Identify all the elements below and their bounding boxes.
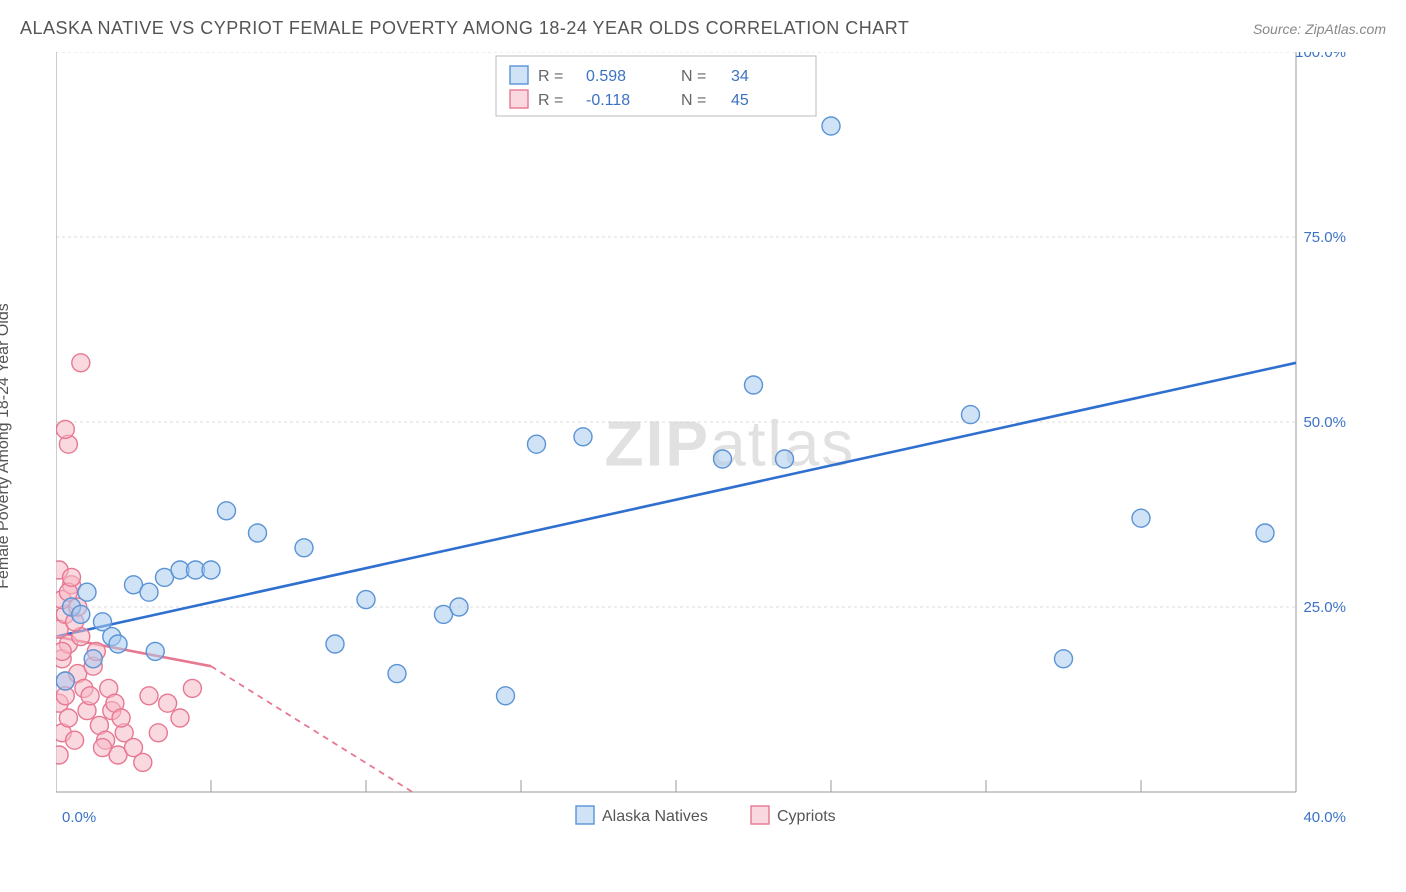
data-point-cypriot	[72, 354, 90, 372]
y-tick-label: 50.0%	[1303, 414, 1346, 431]
data-point-cypriot	[59, 709, 77, 727]
stat-r-cypriot: -0.118	[586, 92, 630, 109]
data-point-cypriot	[134, 753, 152, 771]
data-point-cypriot	[56, 642, 71, 660]
data-point-alaska	[388, 665, 406, 683]
data-point-alaska	[1132, 509, 1150, 527]
x-tick-label: 40.0%	[1303, 809, 1346, 826]
data-point-alaska	[249, 524, 267, 542]
data-point-alaska	[1055, 650, 1073, 668]
trend-line-cypriot-ext	[211, 666, 413, 792]
x-tick-label: 0.0%	[62, 809, 96, 826]
data-point-cypriot	[140, 687, 158, 705]
data-point-cypriot	[66, 731, 84, 749]
stat-r-alaska: 0.598	[586, 68, 626, 85]
data-point-cypriot	[112, 709, 130, 727]
y-axis-label: Female Poverty Among 18-24 Year Olds	[0, 303, 13, 589]
data-point-alaska	[776, 450, 794, 468]
legend-bottom-cypriot: Cypriots	[777, 808, 836, 825]
stat-n-label: N =	[681, 68, 706, 85]
data-point-alaska	[146, 642, 164, 660]
legend-swatch-cypriot-icon	[510, 90, 528, 108]
data-point-alaska	[528, 435, 546, 453]
y-tick-label: 75.0%	[1303, 229, 1346, 246]
data-point-alaska	[822, 117, 840, 135]
data-point-alaska	[745, 376, 763, 394]
data-point-alaska	[202, 561, 220, 579]
data-point-cypriot	[183, 679, 201, 697]
data-point-alaska	[218, 502, 236, 520]
data-point-alaska	[714, 450, 732, 468]
y-tick-label: 100.0%	[1295, 52, 1346, 61]
stat-r-label: R =	[538, 68, 563, 85]
chart-title: ALASKA NATIVE VS CYPRIOT FEMALE POVERTY …	[20, 18, 909, 39]
data-point-alaska	[574, 428, 592, 446]
stat-n-alaska: 34	[731, 68, 749, 85]
data-point-alaska	[78, 583, 96, 601]
data-point-alaska	[326, 635, 344, 653]
source-attribution: Source: ZipAtlas.com	[1253, 21, 1386, 37]
data-point-alaska	[1256, 524, 1274, 542]
data-point-alaska	[450, 598, 468, 616]
legend-bottom-alaska: Alaska Natives	[602, 808, 708, 825]
data-point-cypriot	[159, 694, 177, 712]
data-point-alaska	[497, 687, 515, 705]
legend-bottom-swatch-cypriot-icon	[751, 806, 769, 824]
data-point-alaska	[109, 635, 127, 653]
data-point-alaska	[84, 650, 102, 668]
legend-swatch-alaska-icon	[510, 66, 528, 84]
stat-r-label: R =	[538, 92, 563, 109]
scatter-plot-svg: ZIPatlas0.0%40.0%25.0%50.0%75.0%100.0%R …	[56, 52, 1352, 832]
data-point-alaska	[357, 591, 375, 609]
trend-line-alaska	[56, 363, 1296, 637]
data-point-alaska	[72, 605, 90, 623]
legend-bottom-swatch-alaska-icon	[576, 806, 594, 824]
data-point-alaska	[140, 583, 158, 601]
data-point-cypriot	[63, 568, 81, 586]
data-point-alaska	[962, 406, 980, 424]
data-point-alaska	[295, 539, 313, 557]
data-point-cypriot	[56, 746, 68, 764]
stat-n-cypriot: 45	[731, 92, 749, 109]
data-point-cypriot	[149, 724, 167, 742]
plot-area: ZIPatlas0.0%40.0%25.0%50.0%75.0%100.0%R …	[56, 52, 1352, 832]
stat-n-label: N =	[681, 92, 706, 109]
data-point-cypriot	[81, 687, 99, 705]
data-point-cypriot	[171, 709, 189, 727]
y-tick-label: 25.0%	[1303, 599, 1346, 616]
data-point-alaska	[56, 672, 74, 690]
data-point-cypriot	[56, 420, 74, 438]
